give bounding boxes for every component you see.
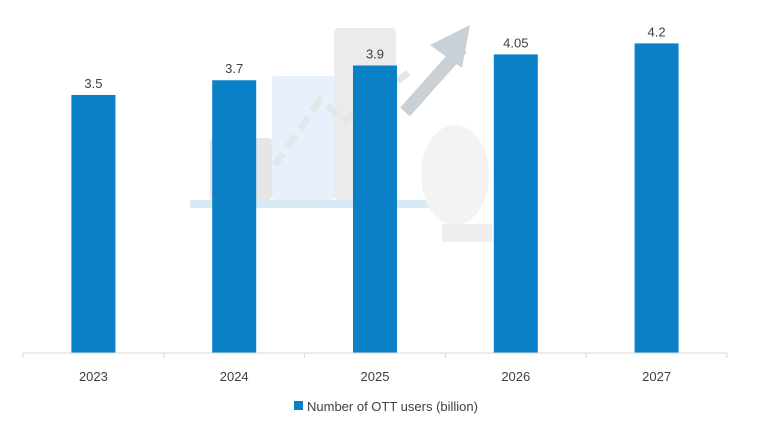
bar-2023 <box>71 94 116 353</box>
data-label-2025: 3.9 <box>366 46 384 61</box>
bar-2026 <box>493 54 538 353</box>
x-tick-label-2026: 2026 <box>501 369 530 384</box>
data-label-2027: 4.2 <box>648 24 666 39</box>
data-labels-layer: 3.5 3.7 3.9 4.05 4.2 <box>84 24 665 91</box>
data-label-2026: 4.05 <box>503 35 528 50</box>
legend-label: Number of OTT users (billion) <box>307 399 478 415</box>
bar-2024 <box>212 80 257 354</box>
bar-2025 <box>353 65 397 353</box>
data-label-2024: 3.7 <box>225 61 243 76</box>
bar-2027 <box>634 43 679 353</box>
bars-layer <box>71 43 679 354</box>
legend: Number of OTT users (billion) <box>0 398 772 414</box>
x-axis-ticks <box>22 353 728 358</box>
x-tick-label-2025: 2025 <box>361 369 390 384</box>
x-tick-label-2027: 2027 <box>642 369 671 384</box>
x-axis-labels: 2023 2024 2025 2026 2027 <box>79 369 671 384</box>
legend-swatch <box>294 401 303 411</box>
x-tick-label-2024: 2024 <box>220 369 249 384</box>
x-tick-label-2023: 2023 <box>79 369 108 384</box>
data-label-2023: 3.5 <box>84 76 102 91</box>
